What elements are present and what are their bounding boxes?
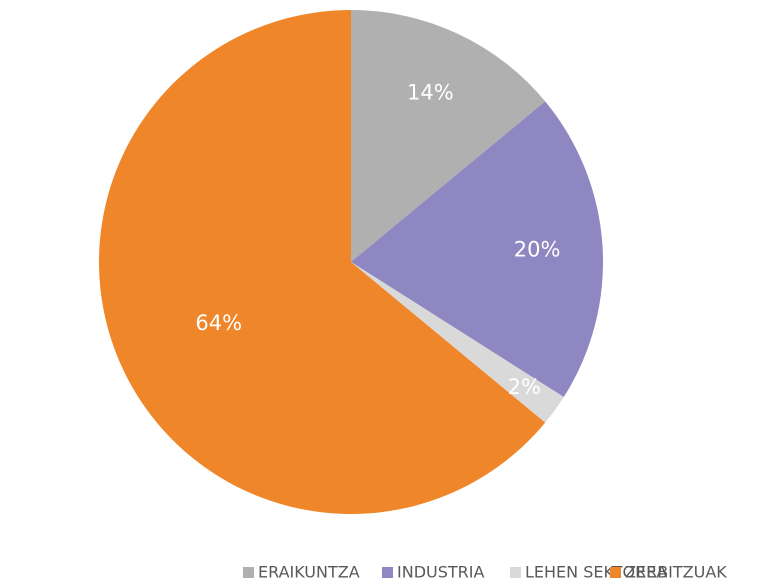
- pie-slice: [351, 262, 564, 423]
- legend-swatch: [382, 567, 393, 578]
- legend-label: LEHEN SEKTOREA: [525, 563, 667, 582]
- pie-slice: [99, 10, 546, 514]
- legend-swatch: [610, 567, 621, 578]
- legend-swatch: [510, 567, 521, 578]
- legend-swatch: [243, 567, 254, 578]
- legend-label: ZERBITZUAK: [625, 563, 727, 582]
- legend-label: ERAIKUNTZA: [258, 563, 360, 582]
- pie-slice: [351, 10, 546, 262]
- value-label: 14%: [407, 80, 454, 104]
- legend-label: INDUSTRIA: [397, 563, 484, 582]
- value-label: 2%: [508, 375, 541, 399]
- pie-slice: [351, 101, 603, 398]
- value-label: 64%: [195, 311, 242, 335]
- value-label: 20%: [514, 237, 561, 261]
